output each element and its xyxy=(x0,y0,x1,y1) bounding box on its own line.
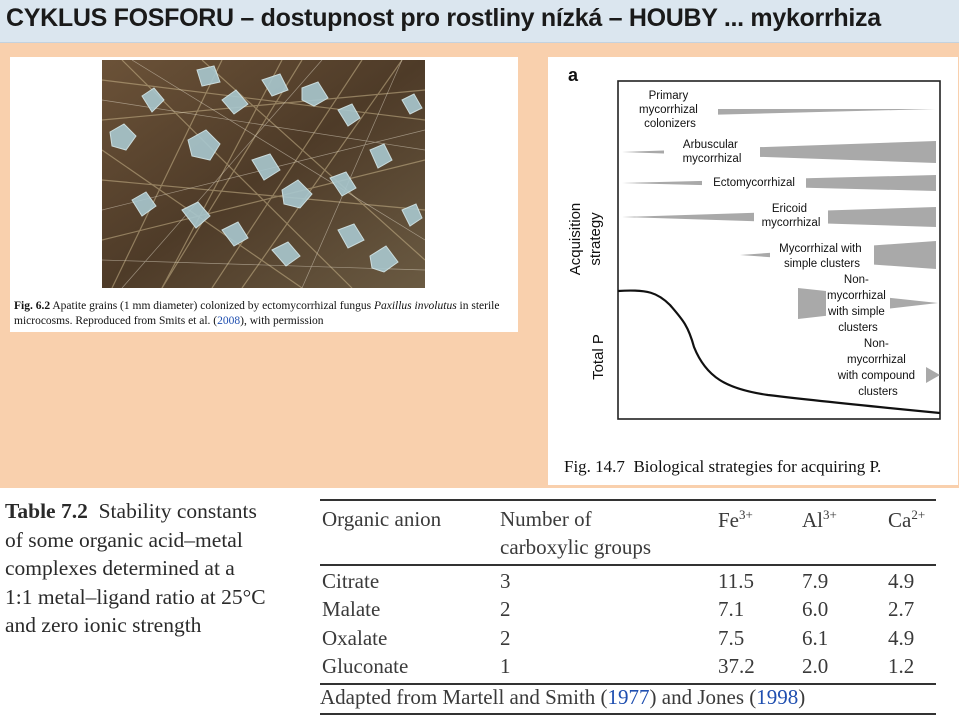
svg-text:Total P: Total P xyxy=(590,334,607,380)
footer-text-2: ) and Jones ( xyxy=(649,685,757,709)
strategy-label-ecto: Ectomycorrhizal xyxy=(713,177,795,189)
col-header-fe: Fe3+ xyxy=(718,507,753,532)
figure-6-2-caption-text: Apatite grains (1 mm diameter) colonized… xyxy=(52,300,372,312)
y-axis-acquisition-line2: strategy xyxy=(587,212,604,266)
col-header-anion: Organic anion xyxy=(322,507,442,531)
col-header-groups-2: carboxylic groups xyxy=(500,535,652,559)
strategy-label-ericoid: Ericoid mycorrhizal xyxy=(762,203,821,229)
figure-6-2-citation-link[interactable]: 2008 xyxy=(217,315,241,327)
table-7-2-caption: Table 7.2 Stability constants of some or… xyxy=(5,497,305,640)
cell-al: 7.9 xyxy=(802,569,829,593)
figure-14-7-caption-text: Biological strategies for acquiring P. xyxy=(633,457,882,476)
figure-6-2-caption: Fig. 6.2 Apatite grains (1 mm diameter) … xyxy=(14,299,514,329)
table-header-rule xyxy=(320,564,936,566)
strategy-label-nonmyc-compound: Non- mycorrhizal with compound clusters xyxy=(837,338,919,398)
cell-groups: 2 xyxy=(500,626,511,650)
cell-al: 6.0 xyxy=(802,597,829,621)
table-7-2-label: Table 7.2 xyxy=(5,499,88,523)
cell-fe: 7.1 xyxy=(718,597,745,621)
y-axis-acquisition-line1: Acquisition xyxy=(567,203,584,276)
strategy-label-nonmyc-simple: Non- mycorrhizal with simple clusters xyxy=(827,274,889,334)
footer-text-3: ) xyxy=(798,685,806,709)
cell-anion: Citrate xyxy=(322,569,380,593)
cell-fe: 37.2 xyxy=(718,654,755,678)
cell-ca: 4.9 xyxy=(888,626,915,650)
col-header-al: Al3+ xyxy=(802,507,837,532)
figure-6-2: Fig. 6.2 Apatite grains (1 mm diameter) … xyxy=(10,57,518,332)
slide-title: CYKLUS FOSFORU – dostupnost pro rostliny… xyxy=(6,4,881,32)
cell-anion: Oxalate xyxy=(322,626,388,650)
col-header-groups-1: Number of xyxy=(500,507,592,531)
cell-al: 2.0 xyxy=(802,654,829,678)
figure-14-7: a Acquisition strategy Total P xyxy=(548,57,958,485)
strategies-diagram: a Acquisition strategy Total P xyxy=(567,65,941,420)
cell-ca: 1.2 xyxy=(888,654,915,678)
cell-groups: 1 xyxy=(500,654,511,678)
apatite-photo xyxy=(102,60,425,288)
cell-groups: 3 xyxy=(500,569,511,593)
cell-fe: 11.5 xyxy=(718,569,754,593)
strategy-labels: Primary mycorrhizal colonizers Arbuscula… xyxy=(639,90,919,398)
col-header-ca: Ca2+ xyxy=(888,507,926,532)
panel-letter: a xyxy=(568,65,579,85)
apatite-photo-image xyxy=(102,60,425,288)
cell-fe: 7.5 xyxy=(718,626,745,650)
cell-groups: 2 xyxy=(500,597,511,621)
table-caption-line-4: 1:1 metal–ligand ratio at 25°C xyxy=(5,584,266,609)
table-bottom-rule xyxy=(320,683,936,685)
y-axis-total-p-label: Total P xyxy=(590,334,607,380)
wedge-nonmyc-compound xyxy=(926,367,940,383)
table-caption-line-2: of some organic acid–metal xyxy=(5,527,243,552)
total-p-curve xyxy=(617,289,941,415)
citation-link-1998[interactable]: 1998 xyxy=(756,685,799,709)
strategy-label-mycorrhizal-simple: Mycorrhizal with simple clusters xyxy=(779,243,865,270)
table-footer-rule xyxy=(320,713,936,715)
figure-6-2-caption-end: ), with permission xyxy=(240,315,324,327)
table-caption-line-5: and zero ionic strength xyxy=(5,613,202,637)
table-top-rule xyxy=(320,499,936,501)
table-caption-line-3: complexes determined at a xyxy=(5,556,235,580)
figure-6-2-label: Fig. 6.2 xyxy=(14,300,51,312)
figure-14-7-label: Fig. 14.7 xyxy=(564,457,625,476)
y-axis-acquisition-label: Acquisition strategy xyxy=(567,203,604,276)
cell-ca: 4.9 xyxy=(888,569,915,593)
slide-title-bar: CYKLUS FOSFORU – dostupnost pro rostliny… xyxy=(0,0,959,43)
wedge-arbuscular xyxy=(622,141,936,163)
cell-al: 6.1 xyxy=(802,626,829,650)
cell-anion: Gluconate xyxy=(322,654,409,678)
footer-text: Adapted from Martell and Smith ( xyxy=(320,685,608,709)
figure-6-2-species: Paxillus involutus xyxy=(373,300,457,312)
citation-link-1977[interactable]: 1977 xyxy=(607,685,650,709)
table-caption-line-1: Stability constants xyxy=(98,499,257,523)
cell-anion: Malate xyxy=(322,597,381,621)
table-footer: Adapted from Martell and Smith (1977) an… xyxy=(320,685,805,710)
strategy-label-primary: Primary mycorrhizal colonizers xyxy=(639,90,701,130)
figure-14-7-caption: Fig. 14.7 Biological strategies for acqu… xyxy=(564,457,881,477)
figure-6-2-caption-text-2: in sterile microcosms. Reproduced from S… xyxy=(14,300,500,327)
cell-ca: 2.7 xyxy=(888,597,915,621)
strategy-label-arbuscular: Arbuscular mycorrhizal xyxy=(683,139,742,165)
